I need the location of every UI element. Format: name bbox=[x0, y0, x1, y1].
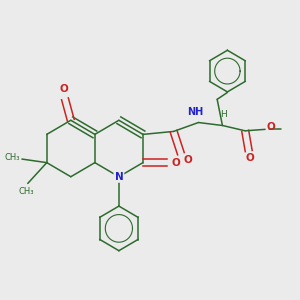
Text: O: O bbox=[266, 122, 275, 132]
Text: H: H bbox=[220, 110, 226, 119]
Text: O: O bbox=[184, 155, 193, 165]
Text: O: O bbox=[245, 153, 254, 164]
Text: CH₃: CH₃ bbox=[19, 187, 34, 196]
Text: O: O bbox=[59, 84, 68, 94]
Text: NH: NH bbox=[188, 107, 204, 117]
Text: N: N bbox=[115, 172, 123, 182]
Text: O: O bbox=[172, 158, 181, 168]
Text: CH₃: CH₃ bbox=[4, 153, 20, 162]
